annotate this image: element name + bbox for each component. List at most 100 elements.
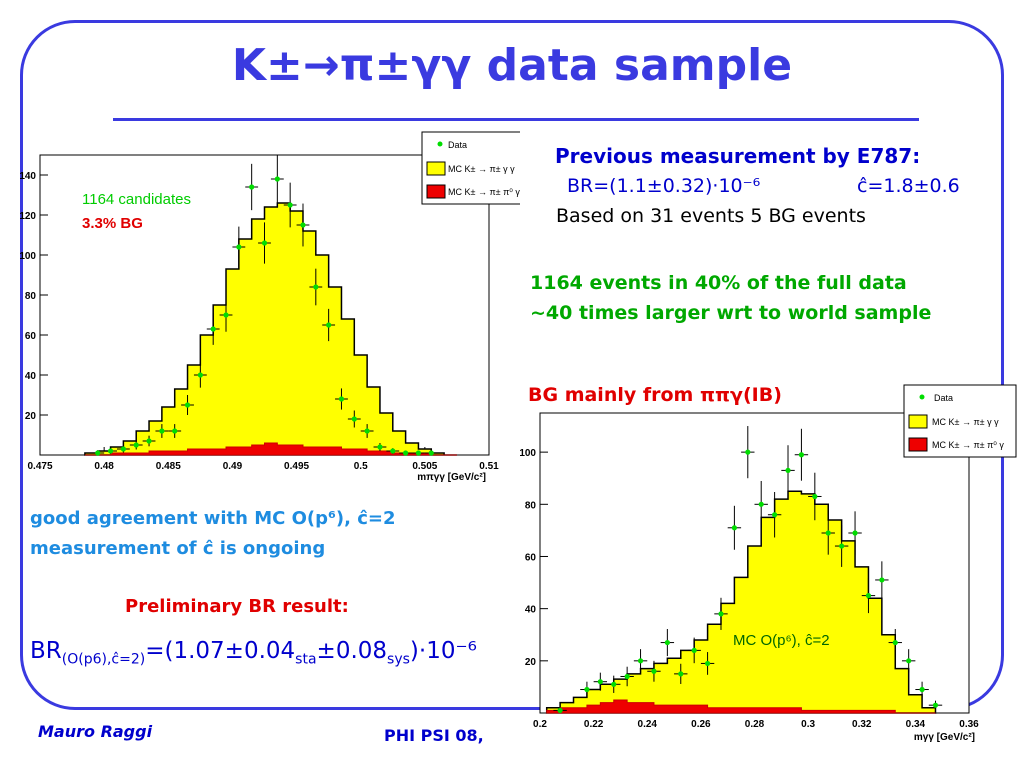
data-point [232,226,246,268]
data-point [270,155,284,203]
data-point [808,472,822,521]
data-point [767,491,782,538]
data-point [714,597,728,630]
mc-signal-histogram [84,202,457,456]
data-point [258,222,271,264]
x-tick-label: 0.24 [638,719,658,730]
x-tick-label: 0.495 [284,461,309,472]
data-point [335,388,348,410]
y-tick-label: 60 [525,552,537,563]
x-tick-label: 0.34 [906,719,926,730]
x-tick-label: 0.32 [852,719,872,730]
data-point [875,561,889,599]
data-point [834,525,849,567]
y-tick-label: 20 [25,411,37,422]
y-tick-label: 100 [519,448,536,459]
y-tick-label: 80 [25,291,37,302]
legend-signal-swatch [426,161,446,176]
legend: Data MC K± → π± γ γ MC K± → π± π⁰ γ [903,384,1017,458]
bg-source-note: BG mainly from ππγ(IB) [528,384,782,406]
data-point [781,445,795,496]
mc-model-annotation: MC O(p⁶), ĉ=2 [733,632,830,649]
sys-error: ±0.08 [316,638,388,664]
data-point [155,424,169,438]
x-axis-label: mγγ [GeV/c²] [914,732,975,743]
legend-bg-swatch [426,184,446,199]
data-point [116,445,130,453]
data-point [727,505,742,550]
legend-data-marker [919,394,925,400]
preliminary-label: Preliminary BR result: [125,596,349,617]
x-tick-label: 0.26 [691,719,711,730]
data-point [91,450,105,456]
data-point [754,480,768,528]
data-point [373,443,387,451]
previous-br-value: BR=(1.1±0.32)·10⁻⁶ [567,175,761,197]
agreement-line-2: measurement of ĉ is ongoing [30,538,326,559]
data-point [861,578,876,614]
data-point [660,629,675,657]
x-tick-label: 0.28 [745,719,765,730]
data-point [206,313,220,345]
br-prefix: BR [30,638,62,664]
y-tick-label: 40 [25,371,37,382]
data-point [888,629,902,657]
x-tick-label: 0.505 [412,461,437,472]
data-point [700,652,715,675]
previous-measurement-heading: Previous measurement by E787: [555,144,921,168]
data-point [309,268,323,306]
mc-background-histogram [546,699,936,714]
y-tick-label: 60 [25,331,37,342]
data-point [607,675,621,693]
x-tick-label: 0.2 [533,719,547,730]
data-point [129,440,143,450]
legend-bg-swatch [908,437,928,452]
x-tick-label: 0.3 [801,719,815,730]
data-point [347,410,361,428]
candidates-annotation: 1164 candidates [82,191,191,208]
y-tick-label: 20 [525,657,537,668]
data-point [360,424,374,438]
data-point [580,681,594,698]
legend-data-marker [437,141,443,147]
y-tick-label: 80 [525,500,537,511]
br-subscript: (O(p6),ĉ=2) [61,651,146,668]
y-tick-label: 140 [19,171,36,182]
y-tick-label: 100 [19,251,36,262]
title-underline [113,118,919,121]
data-point [915,681,929,698]
data-point [424,450,438,456]
data-point [296,203,310,247]
data-point [181,395,194,415]
stat-label: sta [295,651,317,668]
data-point [219,298,233,332]
chart-gamma-gamma-mass: 20 40 60 80 100 0.2 0.22 0.24 0.26 0.28 0.3 0.32 0.… [519,384,1017,743]
data-point [245,163,259,211]
data-point [848,511,862,555]
data-point [104,448,117,454]
data-point [821,511,835,555]
x-tick-label: 0.49 [223,461,243,472]
x-tick-label: 0.51 [479,461,499,472]
slide-frame [20,20,1004,710]
x-tick-label: 0.22 [584,719,604,730]
data-point [687,637,701,664]
data-point [647,660,661,682]
data-point [620,666,634,687]
x-tick-label: 0.485 [156,461,181,472]
data-point [741,426,755,479]
x-axis-label: mπγγ [GeV/c²] [417,472,486,483]
legend-signal-swatch [908,414,928,429]
data-point [593,672,608,691]
legend: Data MC K± → π± γ γ MC K± → π± π⁰ γ [421,131,520,205]
data-point [553,707,567,713]
data-point [168,424,182,438]
data-point [901,649,916,673]
data-point [193,362,207,388]
x-tick-label: 0.475 [27,461,52,472]
legend-bg-label: MC K± → π± π⁰ γ [932,440,1004,450]
data-point [399,450,413,456]
br-result: BR(O(p6),ĉ=2)=(1.07±0.04sta±0.08sys)·10⁻… [30,638,477,668]
data-point [412,450,425,456]
data-point [674,663,688,684]
